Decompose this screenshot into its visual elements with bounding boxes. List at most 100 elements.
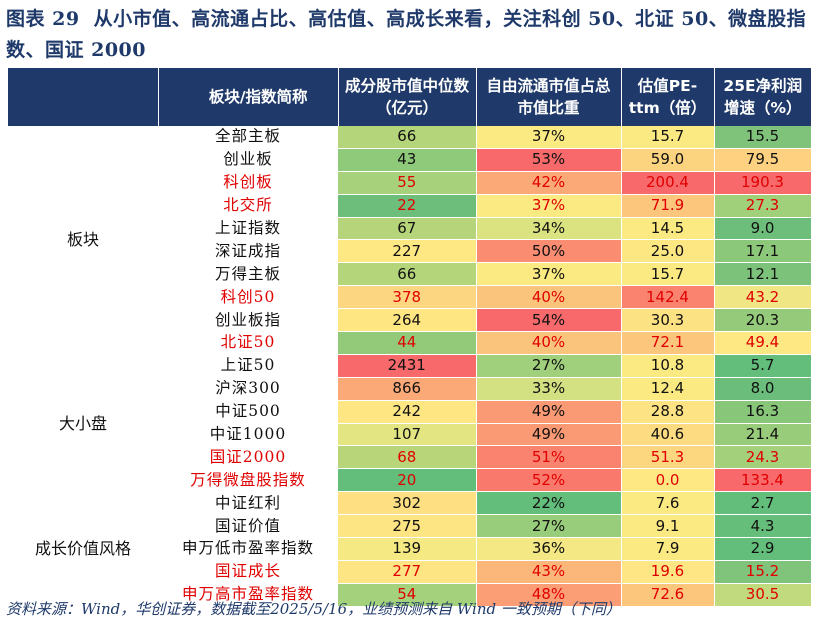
cell-free-float: 43% [476, 560, 622, 584]
index-name: 万得微盘股指数 [158, 468, 338, 493]
table-container: 板块/指数简称 成分股市值中位数（亿元） 自由流通市值占总市值比重 估值PE-t… [8, 68, 812, 607]
index-name: 中证500 [158, 400, 338, 424]
table-row: 创业板 43 53% 59.0 79.5 [8, 148, 812, 172]
cell-free-float: 49% [476, 400, 622, 424]
cell-market-cap: 139 [338, 537, 477, 561]
cell-free-float: 54% [476, 308, 622, 333]
cell-pe-ttm: 7.9 [621, 537, 715, 561]
cell-pe-ttm: 7.6 [621, 491, 715, 516]
cell-pe-ttm: 200.4 [621, 171, 715, 195]
cell-free-float: 27% [476, 353, 622, 378]
cell-profit-growth: 12.1 [714, 262, 812, 287]
index-name: 国证成长 [158, 560, 338, 584]
table-row: 大小盘 上证50 2431 27% 10.8 5.7 [8, 353, 812, 493]
figure-title-text: 从小市值、高流通占比、高估值、高成长来看，关注科创 50、北证 50、微盘股指数… [6, 8, 807, 61]
cell-profit-growth: 17.1 [714, 239, 812, 264]
cell-profit-growth: 16.3 [714, 400, 812, 424]
cell-free-float: 36% [476, 537, 622, 561]
header-market-cap: 成分股市值中位数（亿元） [338, 68, 477, 126]
cell-market-cap: 44 [338, 331, 477, 355]
index-name: 科创板 [158, 171, 338, 195]
cell-pe-ttm: 72.6 [621, 583, 715, 607]
cell-free-float: 33% [476, 377, 622, 401]
table-row: 国证2000 68 51% 51.3 24.3 [8, 445, 812, 470]
cell-pe-ttm: 15.7 [621, 262, 715, 287]
data-table: 板块/指数简称 成分股市值中位数（亿元） 自由流通市值占总市值比重 估值PE-t… [8, 68, 812, 607]
cell-profit-growth: 21.4 [714, 423, 812, 447]
cell-pe-ttm: 0.0 [621, 468, 715, 493]
figure-label: 图表 29 [6, 8, 80, 30]
cell-pe-ttm: 72.1 [621, 331, 715, 355]
table-row: 北交所 22 37% 71.9 27.3 [8, 194, 812, 218]
cell-market-cap: 43 [338, 148, 477, 172]
cell-free-float: 37% [476, 262, 622, 287]
index-name: 上证50 [158, 353, 338, 378]
cell-market-cap: 866 [338, 377, 477, 401]
group-label: 大小盘 [8, 353, 158, 493]
cell-market-cap: 66 [338, 126, 477, 149]
cell-pe-ttm: 15.7 [621, 126, 715, 149]
cell-pe-ttm: 71.9 [621, 194, 715, 218]
cell-market-cap: 22 [338, 194, 477, 218]
header-profit-growth: 25E净利润增速（%） [714, 68, 811, 126]
cell-pe-ttm: 14.5 [621, 217, 715, 241]
cell-pe-ttm: 28.8 [621, 400, 715, 424]
cell-pe-ttm: 40.6 [621, 423, 715, 447]
index-name: 创业板 [158, 148, 338, 172]
cell-free-float: 52% [476, 468, 622, 493]
header-free-float: 自由流通市值占总市值比重 [476, 68, 622, 126]
cell-pe-ttm: 51.3 [621, 445, 715, 470]
cell-profit-growth: 4.3 [714, 514, 812, 539]
cell-profit-growth: 2.9 [714, 537, 812, 561]
cell-market-cap: 66 [338, 262, 477, 287]
cell-market-cap: 275 [338, 514, 477, 539]
cell-pe-ttm: 10.8 [621, 353, 715, 378]
cell-profit-growth: 20.3 [714, 308, 812, 333]
cell-market-cap: 67 [338, 217, 477, 241]
cell-market-cap: 54 [338, 583, 477, 607]
cell-free-float: 34% [476, 217, 622, 241]
header-group-blank [8, 68, 159, 126]
index-name: 北交所 [158, 194, 338, 218]
index-name: 创业板指 [158, 308, 338, 333]
cell-pe-ttm: 59.0 [621, 148, 715, 172]
cell-profit-growth: 30.5 [714, 583, 812, 607]
table-row: 中证500 242 49% 28.8 16.3 [8, 400, 812, 424]
index-name: 中证红利 [158, 491, 338, 516]
cell-market-cap: 378 [338, 285, 477, 310]
group-label: 成长价值风格 [8, 491, 158, 607]
cell-free-float: 37% [476, 194, 622, 218]
cell-profit-growth: 133.4 [714, 468, 812, 493]
cell-free-float: 50% [476, 239, 622, 264]
cell-market-cap: 2431 [338, 353, 477, 378]
table-row: 深证成指 227 50% 25.0 17.1 [8, 239, 812, 264]
table-row: 上证指数 67 34% 14.5 9.0 [8, 217, 812, 241]
header-name: 板块/指数简称 [158, 68, 339, 126]
cell-free-float: 49% [476, 423, 622, 447]
index-name: 深证成指 [158, 239, 338, 264]
cell-market-cap: 55 [338, 171, 477, 195]
index-name: 沪深300 [158, 377, 338, 401]
cell-free-float: 53% [476, 148, 622, 172]
table-row: 板块 全部主板 66 37% 15.7 15.5 [8, 126, 812, 355]
cell-market-cap: 107 [338, 423, 477, 447]
cell-profit-growth: 9.0 [714, 217, 812, 241]
index-name: 申万低市盈率指数 [158, 537, 338, 561]
index-name: 科创50 [158, 285, 338, 310]
cell-profit-growth: 24.3 [714, 445, 812, 470]
cell-profit-growth: 15.2 [714, 560, 812, 584]
cell-pe-ttm: 19.6 [621, 560, 715, 584]
table-row: 申万低市盈率指数 139 36% 7.9 2.9 [8, 537, 812, 561]
index-name: 中证1000 [158, 423, 338, 447]
table-row: 科创板 55 42% 200.4 190.3 [8, 171, 812, 195]
cell-profit-growth: 27.3 [714, 194, 812, 218]
cell-profit-growth: 2.7 [714, 491, 812, 516]
table-row: 科创50 378 40% 142.4 43.2 [8, 285, 812, 310]
index-name: 国证价值 [158, 514, 338, 539]
table-row: 北证50 44 40% 72.1 49.4 [8, 331, 812, 355]
index-name: 申万高市盈率指数 [158, 583, 338, 607]
cell-free-float: 40% [476, 331, 622, 355]
cell-profit-growth: 49.4 [714, 331, 812, 355]
cell-pe-ttm: 25.0 [621, 239, 715, 264]
table-row: 创业板指 264 54% 30.3 20.3 [8, 308, 812, 333]
